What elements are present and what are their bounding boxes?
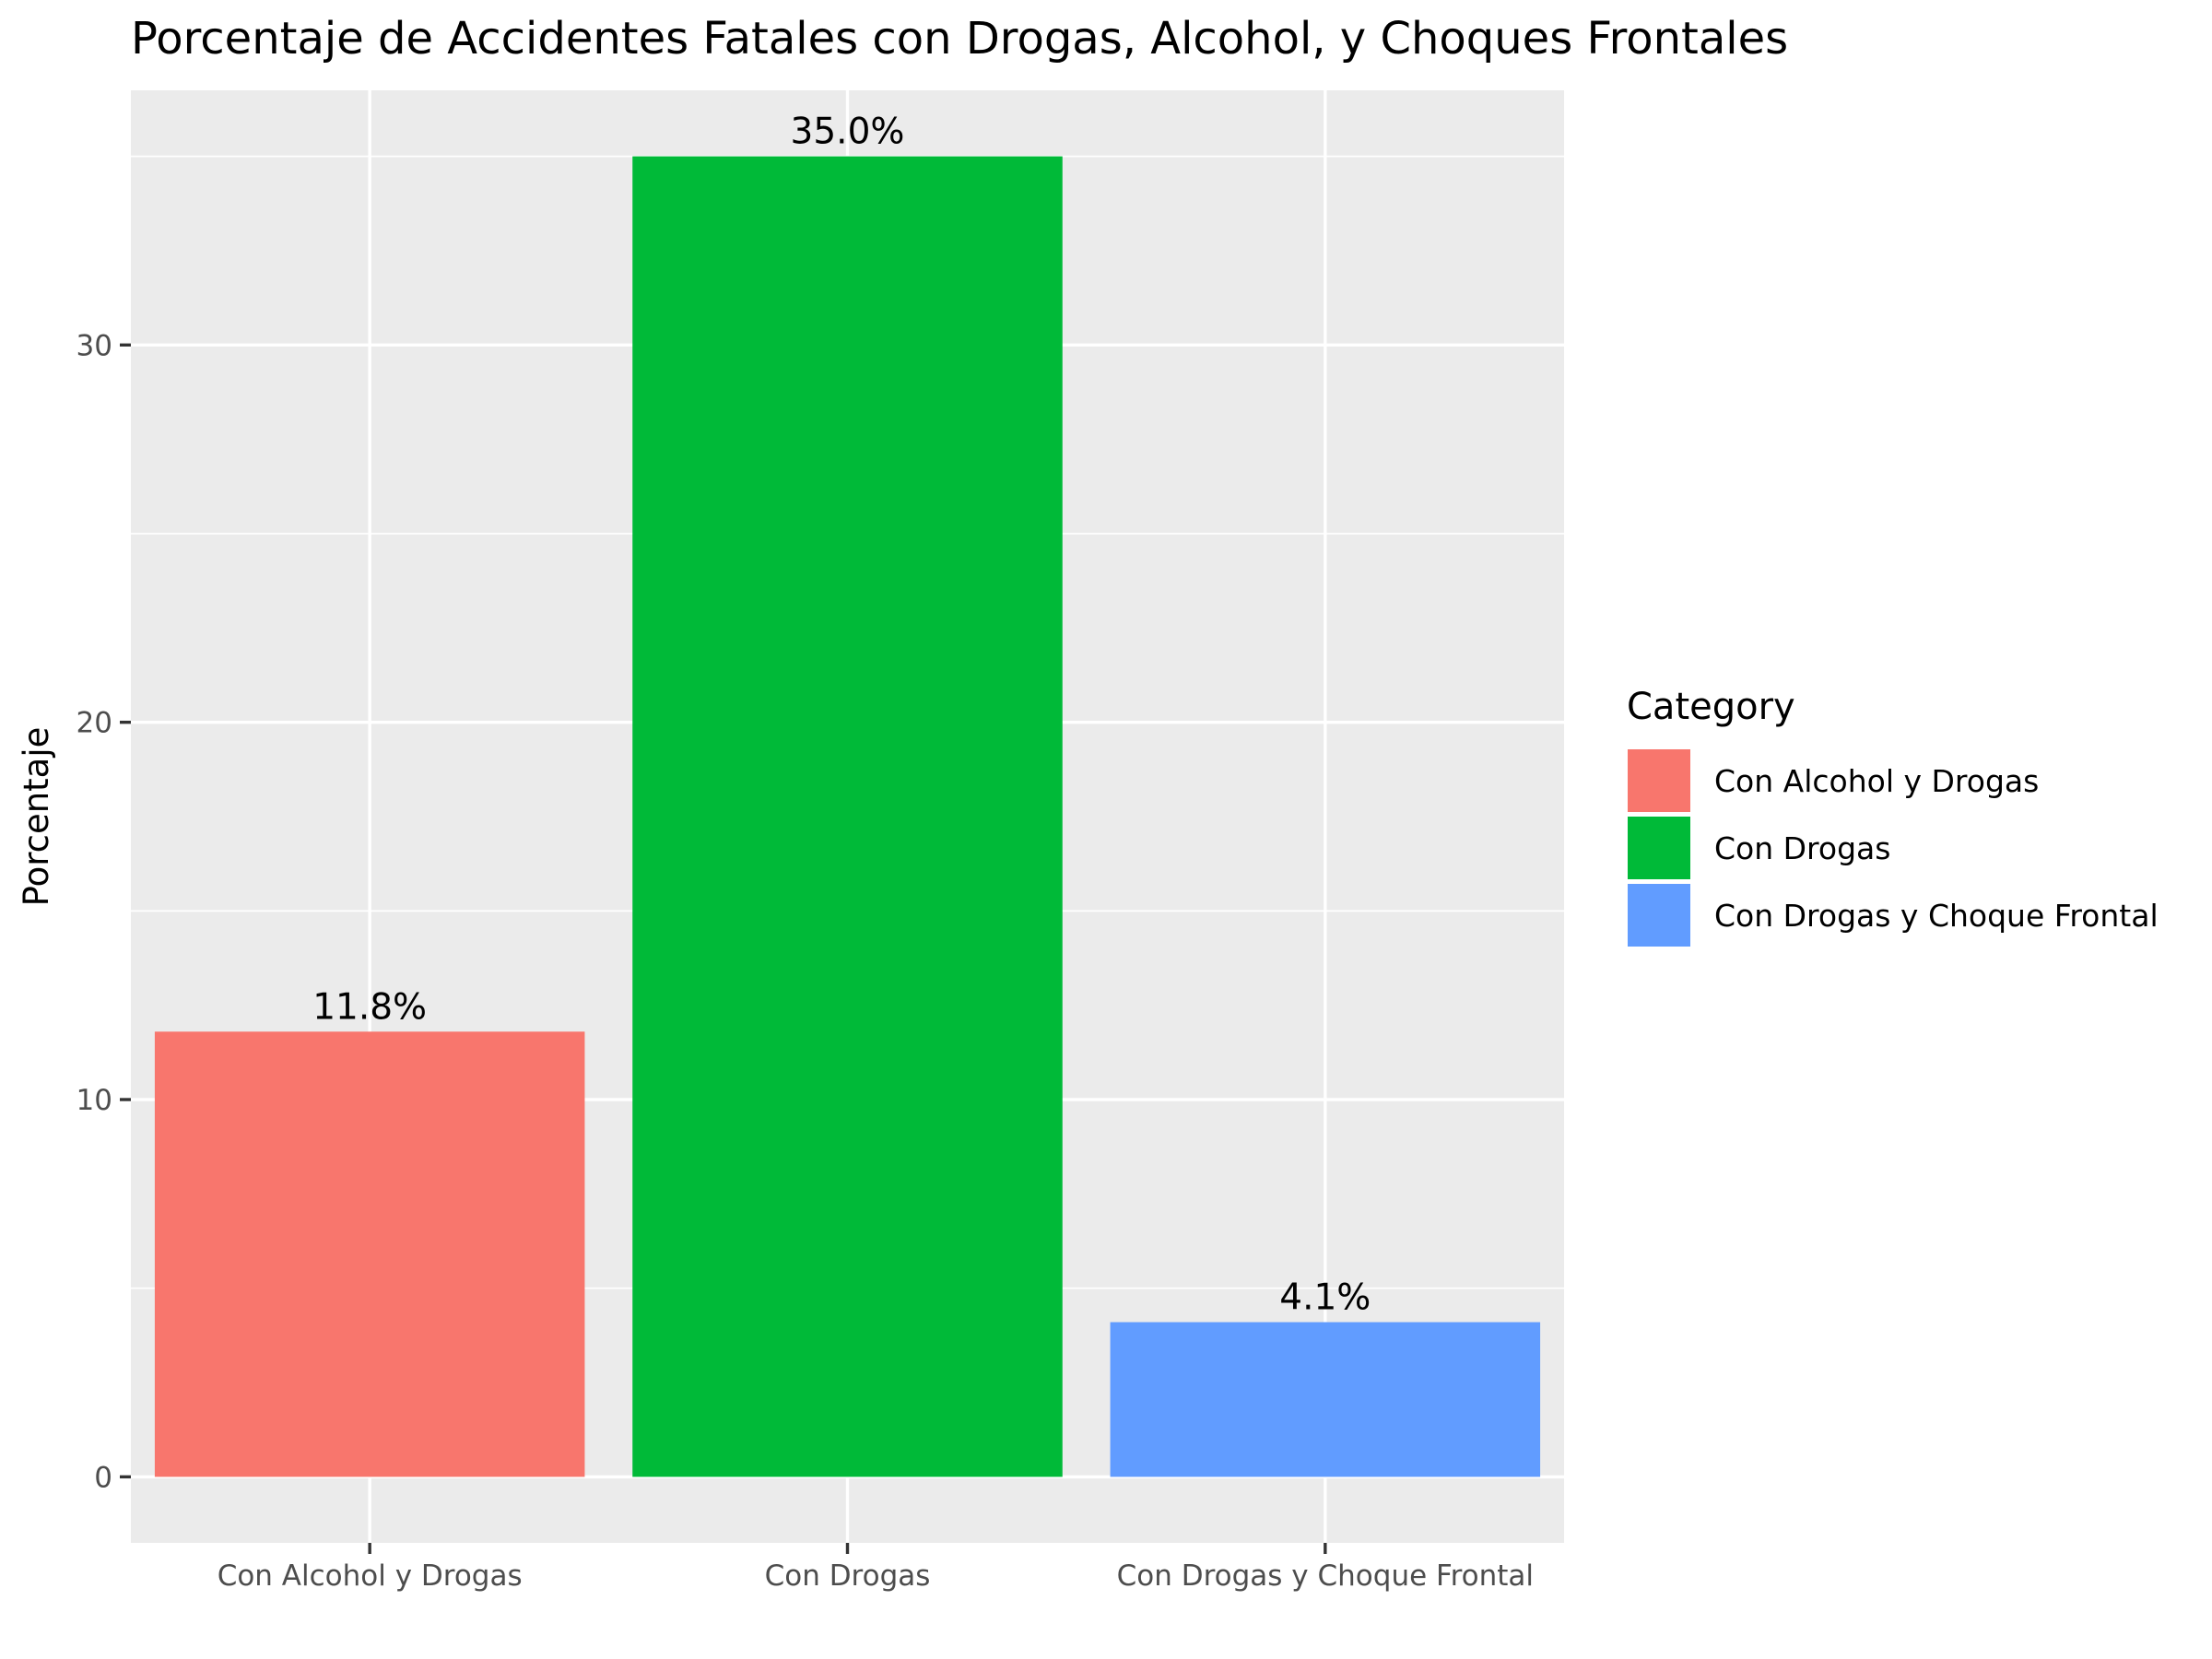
bars bbox=[154, 156, 1541, 1477]
legend-label: Con Drogas y Choque Frontal bbox=[1714, 898, 2159, 934]
legend-title: Category bbox=[1627, 686, 1795, 728]
legend-key bbox=[1626, 882, 1692, 948]
data-labels: 11.8% 35.0% 4.1% bbox=[312, 112, 1371, 1319]
y-tick-label: 20 bbox=[76, 707, 112, 740]
y-tick-label: 30 bbox=[76, 329, 112, 362]
x-tick-label: Con Drogas bbox=[765, 1559, 931, 1593]
y-tick-label: 0 bbox=[94, 1461, 112, 1494]
bar-value-label: 11.8% bbox=[312, 986, 427, 1028]
chart-title: Porcentaje de Accidentes Fatales con Dro… bbox=[131, 13, 1788, 65]
x-tick-label: Con Alcohol y Drogas bbox=[218, 1559, 523, 1593]
legend-label: Con Drogas bbox=[1714, 830, 1890, 866]
y-axis-title: Porcentaje bbox=[17, 727, 56, 907]
legend-key bbox=[1626, 747, 1692, 814]
legend: Category Con Alcohol y Drogas Con Drogas C… bbox=[1626, 686, 2159, 948]
bar-value-label: 35.0% bbox=[791, 112, 905, 153]
bar bbox=[154, 1031, 585, 1477]
bar-value-label: 4.1% bbox=[1279, 1277, 1371, 1319]
bar bbox=[632, 156, 1063, 1477]
x-axis: Con Alcohol y Drogas Con Drogas Con Drogas… bbox=[218, 1543, 1534, 1593]
bar bbox=[1110, 1322, 1541, 1477]
legend-key bbox=[1626, 815, 1692, 881]
y-tick-label: 10 bbox=[76, 1084, 112, 1117]
x-tick-label: Con Drogas y Choque Frontal bbox=[1117, 1559, 1534, 1593]
legend-label: Con Alcohol y Drogas bbox=[1714, 763, 2039, 799]
y-axis: 0 10 20 30 bbox=[76, 329, 131, 1494]
